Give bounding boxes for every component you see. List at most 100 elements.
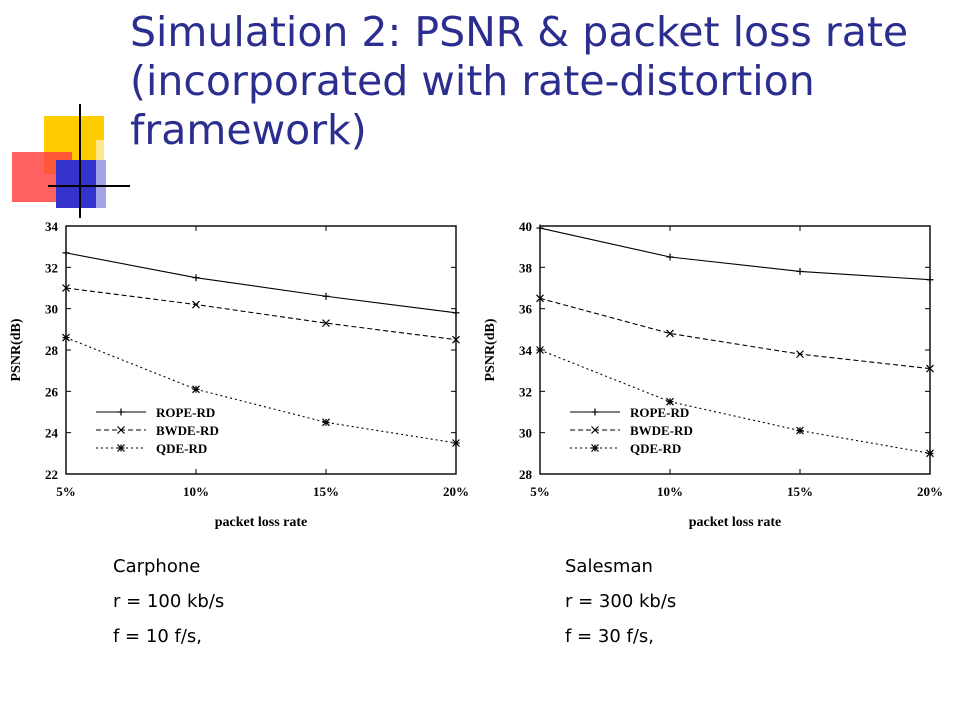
x-axis-label: packet loss rate <box>215 515 308 530</box>
caption-bitrate: r = 100 kb/s <box>113 591 225 612</box>
legend-marker-stroke <box>117 426 125 434</box>
legend-label: ROPE-RD <box>630 405 689 420</box>
data-point-marker <box>926 364 934 373</box>
chart-salesman: 28 30 32 34 36 38 40 5% 10% 15% 20% packet loss rat… <box>478 214 942 534</box>
data-point-marker-stroke <box>536 294 544 303</box>
series-line <box>539 227 931 281</box>
data-point-marker <box>322 292 330 300</box>
data-point-marker-stroke <box>62 284 70 292</box>
y-tick-label: 34 <box>45 219 59 234</box>
caption-bitrate: r = 300 kb/s <box>565 591 677 612</box>
series-rope-rd <box>536 224 934 284</box>
series-line <box>65 287 457 341</box>
legend-entry: ROPE-RD <box>570 405 689 420</box>
data-point-marker-stroke <box>926 364 934 373</box>
data-point-marker-stroke <box>452 335 460 344</box>
data-point-marker <box>452 335 460 344</box>
data-point-marker <box>536 294 544 303</box>
data-point-marker-stroke <box>796 350 804 359</box>
caption-framerate: f = 30 f/s, <box>565 626 654 647</box>
x-tick-label: 10% <box>657 484 683 499</box>
y-tick-label: 32 <box>519 384 532 399</box>
data-point-marker <box>536 346 544 354</box>
legend-marker <box>591 444 599 452</box>
y-tick-label: 30 <box>45 302 58 317</box>
x-tick-label: 10% <box>183 484 209 499</box>
x-tick-label: 15% <box>313 484 339 499</box>
data-point-marker-stroke <box>452 439 460 447</box>
series-bwde-rd <box>536 294 934 373</box>
legend-marker <box>591 426 599 434</box>
y-tick-label: 24 <box>45 426 59 441</box>
y-tick-label: 36 <box>519 302 533 317</box>
legend-marker <box>591 408 599 416</box>
legend-entry: ROPE-RD <box>96 405 215 420</box>
series-bwde-rd <box>62 284 460 344</box>
data-point-marker <box>192 385 200 394</box>
series-qde-rd <box>62 333 460 447</box>
series-line <box>65 252 457 314</box>
data-point-marker-stroke <box>62 333 70 342</box>
y-axis-label: PSNR(dB) <box>483 318 498 381</box>
series-line <box>539 349 931 454</box>
caption-sequence-name: Salesman <box>565 556 653 577</box>
legend-label: BWDE-RD <box>630 423 693 438</box>
legend-entry: BWDE-RD <box>570 423 693 438</box>
legend-marker-stroke <box>591 426 599 434</box>
y-tick-label: 32 <box>45 260 58 275</box>
slide-title: Simulation 2: PSNR & packet loss rate (i… <box>130 8 909 155</box>
legend-marker <box>117 408 125 416</box>
chart-carphone-svg: 22 24 26 28 30 32 34 5% 10% 15% 20% packet loss rat… <box>9 219 468 530</box>
data-point-marker-stroke <box>192 300 200 309</box>
x-tick-label: 20% <box>443 484 468 499</box>
caption-framerate: f = 10 f/s, <box>113 626 202 647</box>
data-point-marker <box>452 439 460 447</box>
y-axis-label: PSNR(dB) <box>9 318 24 381</box>
legend-label: ROPE-RD <box>156 405 215 420</box>
data-point-marker-stroke <box>666 397 674 406</box>
chart-salesman-svg: 28 30 32 34 36 38 40 5% 10% 15% 20% packet loss rat… <box>483 219 942 530</box>
data-point-marker <box>62 249 70 257</box>
data-point-marker-stroke <box>666 329 674 338</box>
y-tick-label: 28 <box>45 343 59 358</box>
data-point-marker <box>796 267 804 275</box>
legend-entry: BWDE-RD <box>96 423 219 438</box>
legend-label: BWDE-RD <box>156 423 219 438</box>
caption-salesman: Salesman r = 300 kb/s f = 30 f/s, <box>565 558 676 654</box>
series-line <box>539 297 931 370</box>
x-tick-label: 20% <box>917 484 942 499</box>
y-tick-label: 26 <box>45 384 59 399</box>
y-tick-label: 40 <box>519 219 532 234</box>
data-point-marker <box>452 309 460 317</box>
series-line <box>65 337 457 444</box>
data-point-marker <box>192 300 200 309</box>
data-point-marker <box>62 333 70 342</box>
data-point-marker <box>62 284 70 292</box>
legend-marker-stroke <box>117 444 125 452</box>
plot-frame <box>65 225 457 475</box>
y-tick-label: 28 <box>519 467 533 482</box>
legend-entry: QDE-RD <box>96 441 207 456</box>
y-tick-label: 22 <box>45 467 58 482</box>
data-point-marker <box>666 329 674 338</box>
data-point-marker-stroke <box>322 319 330 328</box>
caption-sequence-name: Carphone <box>113 556 201 577</box>
data-point-marker <box>926 276 934 284</box>
data-point-marker <box>796 350 804 359</box>
data-point-marker <box>666 253 674 261</box>
y-tick-label: 34 <box>519 343 533 358</box>
slide-decoration <box>12 104 130 218</box>
data-point-marker-stroke <box>536 346 544 354</box>
legend-entry: QDE-RD <box>570 441 681 456</box>
x-axis-label: packet loss rate <box>689 515 782 530</box>
data-point-marker-stroke <box>192 385 200 394</box>
legend-label: QDE-RD <box>630 441 681 456</box>
data-point-marker <box>666 397 674 406</box>
data-point-marker-stroke <box>796 426 804 435</box>
x-tick-label: 5% <box>530 484 550 499</box>
data-point-marker <box>192 274 200 282</box>
data-point-marker <box>322 418 330 427</box>
legend-marker <box>117 444 125 452</box>
y-tick-label: 30 <box>519 426 532 441</box>
x-tick-label: 15% <box>787 484 813 499</box>
